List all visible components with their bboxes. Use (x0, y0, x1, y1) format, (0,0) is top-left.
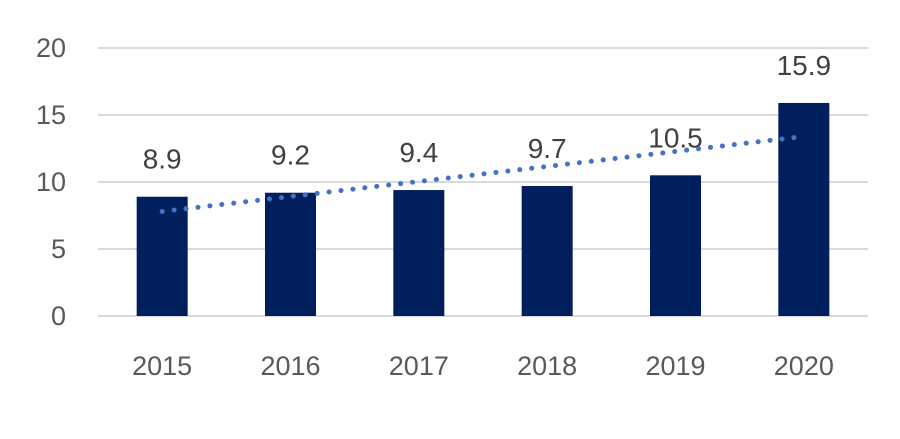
bar-2020 (778, 102, 830, 316)
y-tick-label: 20 (36, 33, 66, 63)
bar-2016 (265, 192, 316, 316)
data-label: 9.4 (399, 137, 438, 168)
trendline (159, 133, 807, 214)
x-tick-label: 2020 (774, 351, 834, 381)
y-tick-label: 0 (51, 301, 66, 331)
x-tick-label: 2018 (517, 351, 577, 381)
y-tick-label: 5 (51, 234, 66, 264)
x-tick-label: 2019 (645, 351, 705, 381)
bar-2017 (393, 190, 445, 316)
data-label: 9.7 (528, 133, 567, 164)
bar-2019 (650, 175, 701, 316)
x-tick-label: 2015 (132, 351, 192, 381)
bar-2015 (136, 196, 188, 316)
data-label: 15.9 (777, 50, 832, 81)
bar-2018 (521, 186, 573, 316)
x-tick-label: 2017 (389, 351, 449, 381)
data-label: 9.2 (271, 140, 310, 171)
data-label: 8.9 (143, 144, 182, 175)
x-tick-label: 2016 (260, 351, 320, 381)
data-label: 10.5 (648, 122, 703, 153)
y-tick-label: 10 (36, 167, 66, 197)
y-tick-label: 15 (36, 100, 66, 130)
